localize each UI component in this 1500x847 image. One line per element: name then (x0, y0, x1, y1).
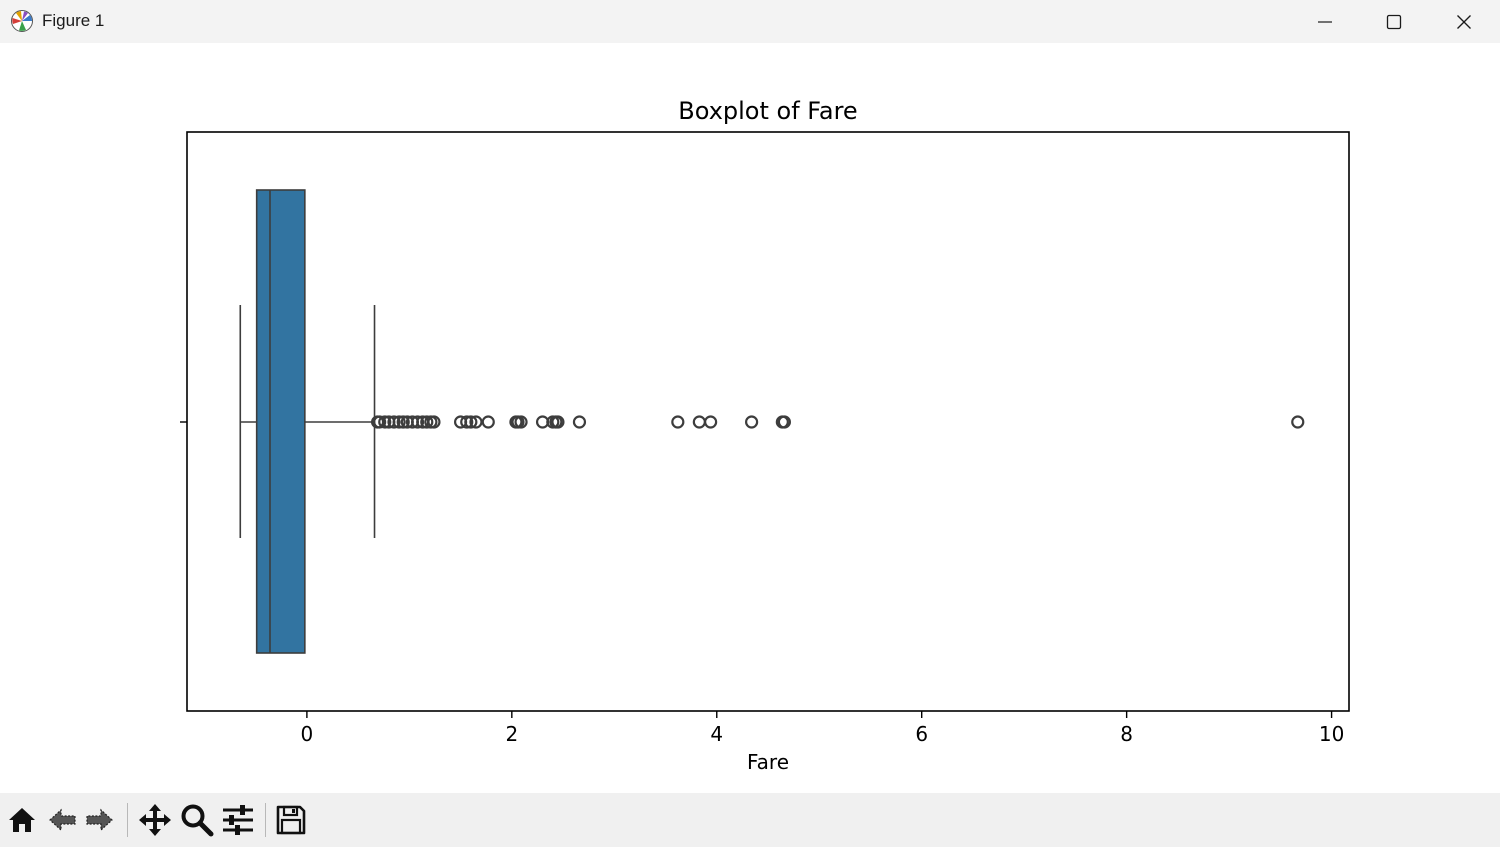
toolbar-separator (265, 803, 266, 837)
outlier-point (469, 415, 483, 429)
close-button[interactable] (1429, 0, 1499, 43)
window-titlebar: Figure 1 (0, 0, 1500, 43)
save-button[interactable] (271, 798, 311, 842)
outlier-point (387, 415, 401, 429)
x-tick-label: 10 (1319, 722, 1344, 746)
forward-arrow-icon (86, 808, 113, 832)
x-tick-label: 4 (710, 722, 723, 746)
outlier-point (671, 415, 685, 429)
sliders-icon (223, 805, 253, 835)
outlier-point (481, 415, 495, 429)
magnifier-icon (181, 804, 214, 837)
outlier-point (1291, 415, 1305, 429)
close-icon (1457, 14, 1471, 29)
forward-button[interactable] (80, 798, 120, 842)
back-arrow-icon (49, 808, 76, 832)
outlier-point (392, 415, 406, 429)
outlier-point (420, 415, 434, 429)
move-icon (139, 804, 171, 836)
outlier-point (572, 415, 587, 429)
minimize-icon (1318, 20, 1332, 23)
chart-title: Boxplot of Fare (678, 97, 857, 125)
outlier-point (373, 415, 387, 429)
outlier-point (378, 415, 392, 429)
x-tick-label: 6 (915, 722, 928, 746)
outlier-point (514, 415, 528, 429)
figure-canvas[interactable]: Boxplot of Fare 0 2 4 6 8 10 Fare (0, 43, 1500, 793)
outlier-point (692, 415, 706, 429)
zoom-button[interactable] (177, 798, 217, 842)
pan-button[interactable] (135, 798, 175, 842)
minimize-button[interactable] (1290, 0, 1360, 43)
maximize-icon (1386, 14, 1402, 29)
outlier-point (551, 415, 565, 429)
boxplot-chart: Boxplot of Fare 0 2 4 6 8 10 Fare (180, 97, 1350, 774)
home-button[interactable] (2, 798, 42, 842)
outlier-point (410, 415, 425, 429)
navigation-toolbar (0, 793, 1500, 847)
window-title: Figure 1 (42, 11, 105, 30)
outlier-point (704, 415, 718, 429)
x-tick-label: 0 (301, 722, 314, 746)
outlier-point (745, 415, 759, 429)
outlier-point (396, 415, 410, 429)
maximize-button[interactable] (1359, 0, 1429, 43)
toolbar-separator (127, 803, 128, 837)
outlier-point (427, 415, 441, 429)
back-button[interactable] (42, 798, 82, 842)
outlier-point (464, 415, 478, 429)
outlier-point (460, 415, 474, 429)
configure-subplots-button[interactable] (218, 798, 258, 842)
x-axis-label: Fare (747, 750, 789, 774)
outlier-point (777, 415, 791, 429)
matplotlib-icon (11, 10, 33, 32)
interquartile-box (255, 189, 306, 654)
x-tick-label: 2 (505, 722, 518, 746)
home-icon (9, 808, 35, 832)
floppy-disk-icon (276, 805, 306, 835)
x-tick-label: 8 (1120, 722, 1133, 746)
